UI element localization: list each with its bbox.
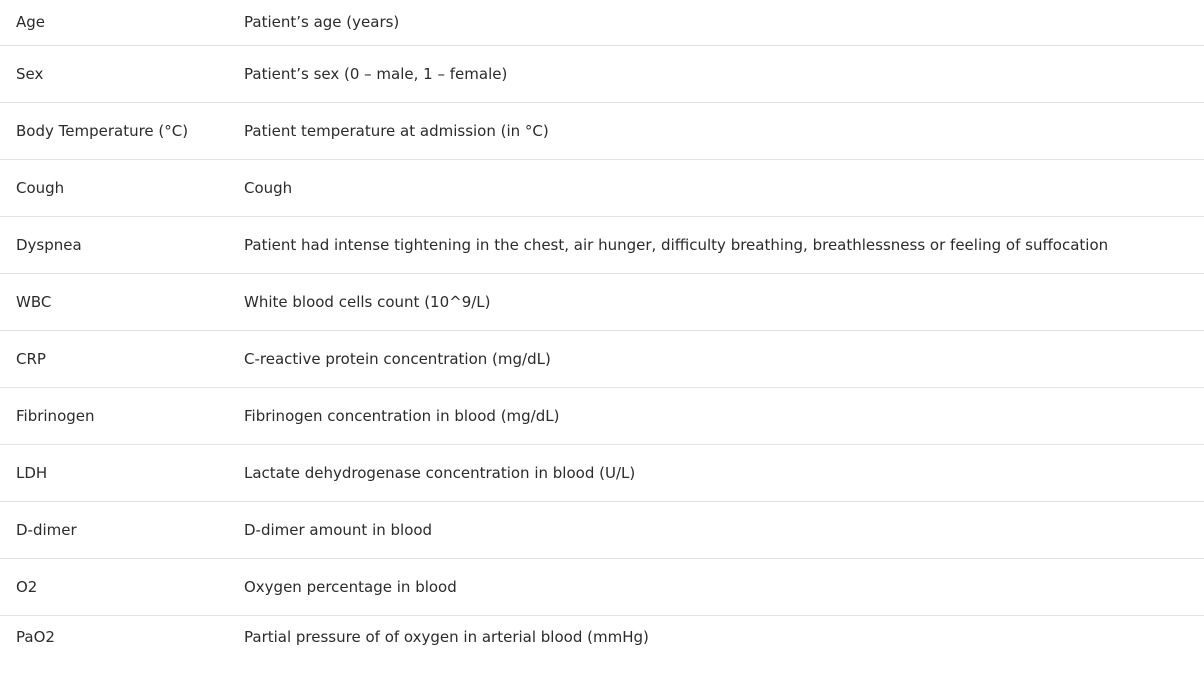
feature-description-cell: C-reactive protein concentration (mg/dL)	[228, 330, 1204, 388]
feature-name-cell: LDH	[0, 444, 228, 502]
feature-name-cell: CRP	[0, 330, 228, 388]
feature-name-cell: Cough	[0, 159, 228, 217]
feature-name-cell: O2	[0, 558, 228, 616]
table-row: Body Temperature (°C) Patient temperatur…	[0, 102, 1204, 160]
table-row: WBC White blood cells count (10^9/L)	[0, 273, 1204, 331]
table-row: Age Patient’s age (years)	[0, 0, 1204, 46]
table-row: O2 Oxygen percentage in blood	[0, 558, 1204, 616]
table-row: D-dimer D-dimer amount in blood	[0, 501, 1204, 559]
feature-description-cell: D-dimer amount in blood	[228, 501, 1204, 559]
table-row: Fibrinogen Fibrinogen concentration in b…	[0, 387, 1204, 445]
feature-description-cell: Patient’s age (years)	[228, 0, 1204, 46]
feature-description-cell: White blood cells count (10^9/L)	[228, 273, 1204, 331]
feature-description-cell: Patient’s sex (0 – male, 1 – female)	[228, 45, 1204, 103]
feature-description-cell: Oxygen percentage in blood	[228, 558, 1204, 616]
feature-name-cell: Fibrinogen	[0, 387, 228, 445]
feature-name-cell: Dyspnea	[0, 216, 228, 274]
feature-table: Age Patient’s age (years) Sex Patient’s …	[0, 0, 1204, 659]
feature-name-cell: Body Temperature (°C)	[0, 102, 228, 160]
table-row: Sex Patient’s sex (0 – male, 1 – female)	[0, 45, 1204, 103]
feature-description-cell: Partial pressure of of oxygen in arteria…	[244, 628, 649, 647]
table-row: Dyspnea Patient had intense tightening i…	[0, 216, 1204, 274]
feature-description-cell: Patient had intense tightening in the ch…	[228, 216, 1204, 274]
feature-description-cell: Lactate dehydrogenase concentration in b…	[228, 444, 1204, 502]
table-row: CRP C-reactive protein concentration (mg…	[0, 330, 1204, 388]
feature-name-cell: Age	[0, 0, 228, 46]
feature-name-cell: D-dimer	[0, 501, 228, 559]
feature-name-cell: WBC	[0, 273, 228, 331]
table-row: PaO2 Partial pressure of of oxygen in ar…	[0, 615, 1204, 659]
feature-description-cell: Patient temperature at admission (in °C)	[228, 102, 1204, 160]
table-row: LDH Lactate dehydrogenase concentration …	[0, 444, 1204, 502]
feature-name-cell: PaO2	[16, 628, 55, 647]
feature-name-cell: Sex	[0, 45, 228, 103]
feature-table-body: Age Patient’s age (years) Sex Patient’s …	[0, 0, 1204, 659]
table-row: Cough Cough	[0, 159, 1204, 217]
feature-description-cell: Fibrinogen concentration in blood (mg/dL…	[228, 387, 1204, 445]
feature-description-cell: Cough	[228, 159, 1204, 217]
